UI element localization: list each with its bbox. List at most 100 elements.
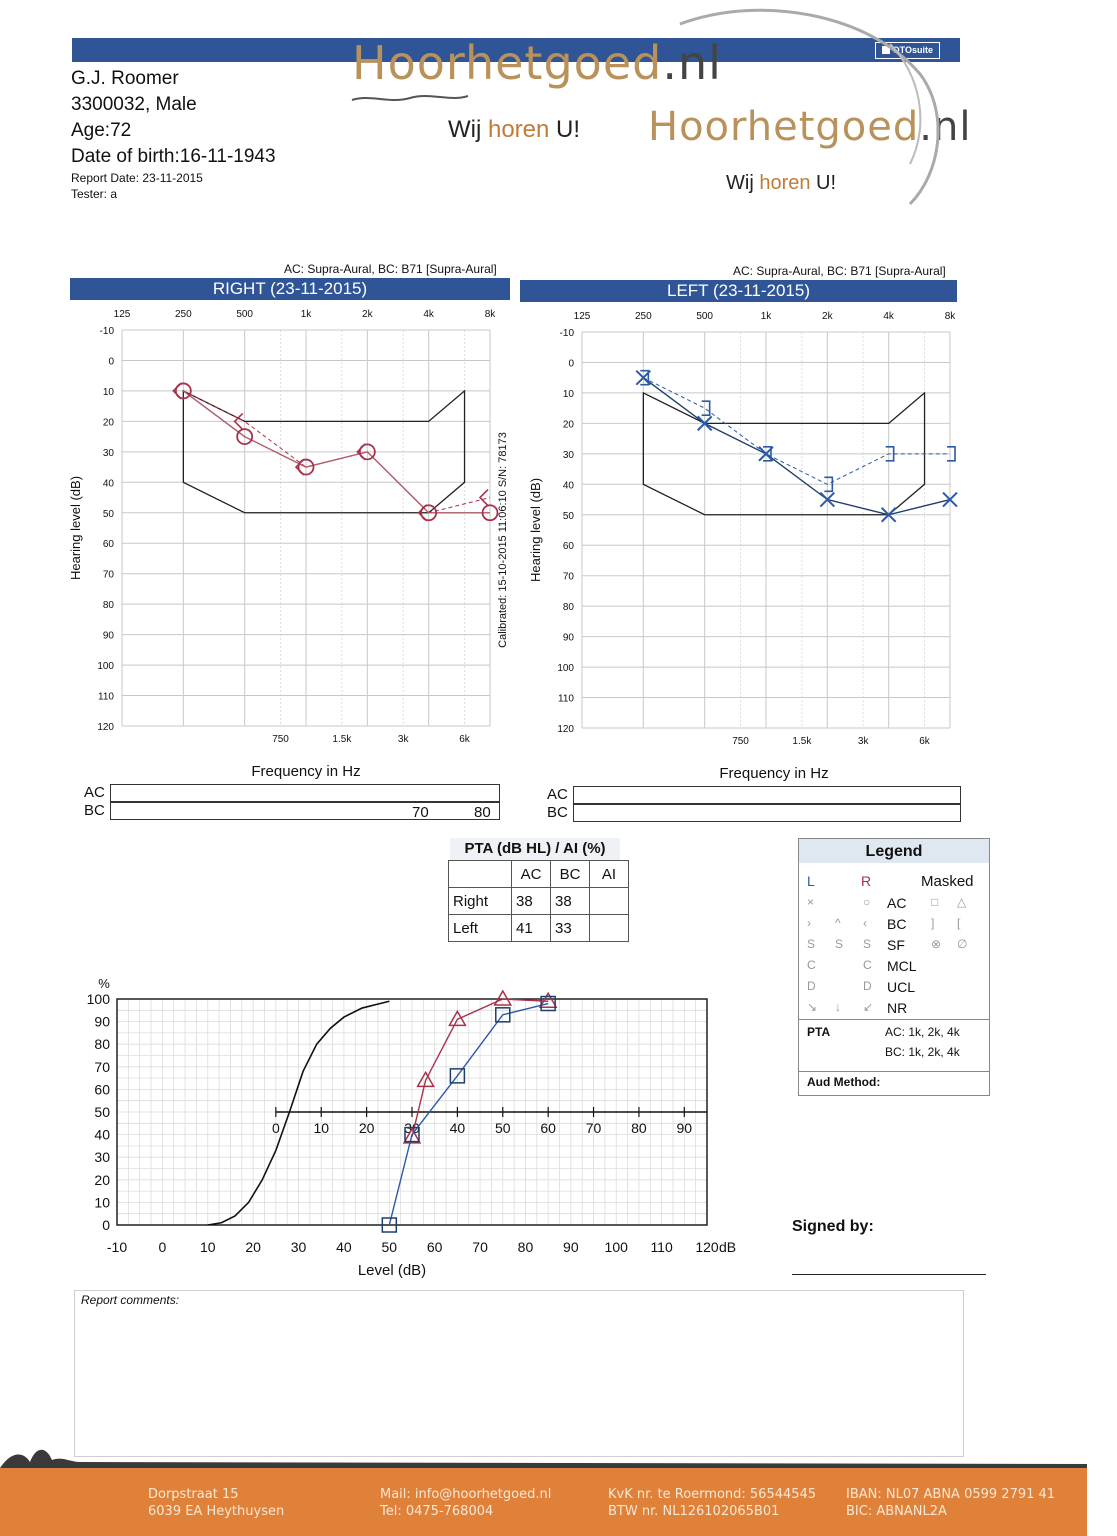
right-bc-value: 70 [412, 804, 429, 821]
pta-cell: 38 [550, 887, 590, 915]
x-tick-label: 750 [732, 736, 749, 747]
inner-tick-label: 20 [359, 1120, 375, 1136]
right-mark [402, 1127, 422, 1144]
left-panel-title: LEFT (23-11-2015) [520, 280, 957, 302]
right-panel-title: RIGHT (23-11-2015) [70, 278, 510, 300]
report-comments-label: Report comments: [81, 1293, 180, 1307]
y-tick-label: 100 [87, 991, 111, 1007]
right-mark [538, 991, 558, 1009]
ac-mark [481, 504, 499, 522]
bc-mark [356, 443, 366, 461]
footer-iban: IBAN: NL07 ABNA 0599 2791 41 [846, 1487, 1056, 1502]
legend-r-symbol: ↙ [863, 1000, 874, 1014]
pta-row-right: Right 38 38 [448, 887, 629, 915]
pta-header-row: AC BC AI [448, 860, 629, 888]
y-tick-label: 30 [563, 450, 575, 461]
patient-name: G.J. Roomer [71, 68, 179, 89]
legend-masked-symbol: ⊗ [931, 937, 942, 951]
right-curve [411, 998, 549, 1138]
left-ac-label: AC [547, 786, 568, 803]
x-tick-label: -10 [107, 1239, 127, 1255]
y-tick-label: 120 [97, 722, 114, 733]
legend-masked-symbol: ∅ [957, 937, 968, 951]
pta-header-cell [448, 860, 512, 888]
calibration-wrap: Calibrated: 15-10-2015 11:06:10 S/N: 781… [496, 416, 510, 666]
tagline-pre: Wij [448, 116, 488, 143]
x-tick-label: 4k [423, 309, 435, 320]
right-ac-row [110, 784, 500, 802]
legend-mid-symbol: ^ [835, 916, 841, 930]
x-tick-label: 80 [518, 1239, 534, 1255]
bc-mark [701, 400, 711, 416]
x-tick-label: 125 [574, 311, 591, 322]
footer-bic: BIC: ABNANL2A [846, 1504, 947, 1519]
logo2-suffix: .nl [919, 104, 972, 150]
footer-tel: Tel: 0475-768004 [380, 1504, 494, 1519]
right-bc-row [110, 802, 500, 820]
legend-l-symbol: C [807, 958, 816, 972]
inner-tick-label: 70 [586, 1120, 602, 1136]
tagline2-post: U! [810, 172, 837, 194]
left-acbc-table: AC BC [547, 786, 967, 826]
right-mark [493, 989, 513, 1006]
signature-line [792, 1274, 986, 1275]
y-tick-label: 40 [94, 1127, 110, 1143]
inner-tick-label: 10 [313, 1120, 329, 1136]
logo-text: Hoorhetgoed [352, 36, 663, 90]
ac-mark [696, 415, 713, 432]
x-tick-label: 6k [919, 736, 931, 747]
legend-col-masked: Masked [921, 873, 974, 890]
legend-box: Legend L R Masked × ○ AC □ △ › ^ ‹ BC] [S S S SF ⊗ ∅ C C… [798, 838, 990, 1096]
pta-row-label: Left [448, 914, 512, 942]
y-axis-label: Hearing level (dB) [528, 478, 543, 582]
y-axis-label: Hearing level (dB) [68, 476, 83, 580]
legend-row-label: UCL [887, 979, 916, 995]
inner-tick-label: 80 [631, 1120, 647, 1136]
legend-row-label: NR [887, 1000, 908, 1016]
right-ac-label: AC [84, 784, 105, 801]
y-axis-unit: % [98, 976, 110, 991]
x-tick-label: 100 [605, 1239, 629, 1255]
x-tick-label: 40 [336, 1239, 352, 1255]
signed-by-label: Signed by: [792, 1218, 874, 1235]
pta-header-cell: BC [550, 860, 590, 888]
tagline2-mid: horen [759, 172, 811, 194]
footer-wave-icon [0, 1449, 1087, 1472]
x-tick-label: 6k [459, 734, 471, 745]
legend-pta-bc: BC: 1k, 2k, 4k [885, 1045, 960, 1059]
y-tick-label: 10 [94, 1194, 110, 1210]
legend-pta-ac: AC: 1k, 2k, 4k [885, 1025, 960, 1039]
logo-tagline: Wij horen U! [448, 116, 580, 144]
footer-mail: Mail: info@hoorhetgoed.nl [380, 1487, 552, 1502]
legend-l-symbol: ↘ [807, 1000, 818, 1014]
right-bc-label: BC [84, 802, 105, 819]
right-mark [448, 1009, 467, 1027]
x-tick-label: 1k [301, 309, 313, 320]
bc-mark [233, 412, 244, 430]
y-tick-label: 20 [563, 419, 575, 430]
inner-tick-label: 60 [540, 1120, 556, 1136]
legend-masked-symbol: [ [957, 916, 961, 930]
y-tick-label: 90 [94, 1014, 110, 1030]
footer-address2: 6039 EA Heythuysen [148, 1504, 285, 1519]
y-tick-label: 90 [103, 631, 115, 642]
y-tick-label: 50 [103, 509, 115, 520]
legend-aud-method: Aud Method: [807, 1075, 881, 1089]
x-tick-label: 3k [858, 736, 870, 747]
x-tick-label: 110 [650, 1239, 673, 1255]
x-tick-label: 8k [485, 309, 497, 320]
calibration-text: Calibrated: 15-10-2015 11:06:10 S/N: 781… [497, 432, 509, 648]
pta-header-cell: AC [511, 860, 551, 888]
bc-mark [885, 446, 895, 462]
legend-r-symbol: D [863, 979, 872, 993]
inner-tick-label: 50 [495, 1120, 511, 1136]
left-transducer: AC: Supra-Aural, BC: B71 [Supra-Aural] [733, 264, 946, 278]
legend-l-symbol: × [807, 895, 815, 909]
left-mark [449, 1068, 466, 1084]
x-tick-label: 8k [945, 311, 957, 322]
bc-mark [824, 476, 834, 493]
y-tick-label: 110 [98, 692, 114, 703]
y-tick-label: 100 [97, 661, 114, 672]
ac-mark [297, 458, 315, 476]
logo-suffix: .nl [662, 36, 722, 90]
